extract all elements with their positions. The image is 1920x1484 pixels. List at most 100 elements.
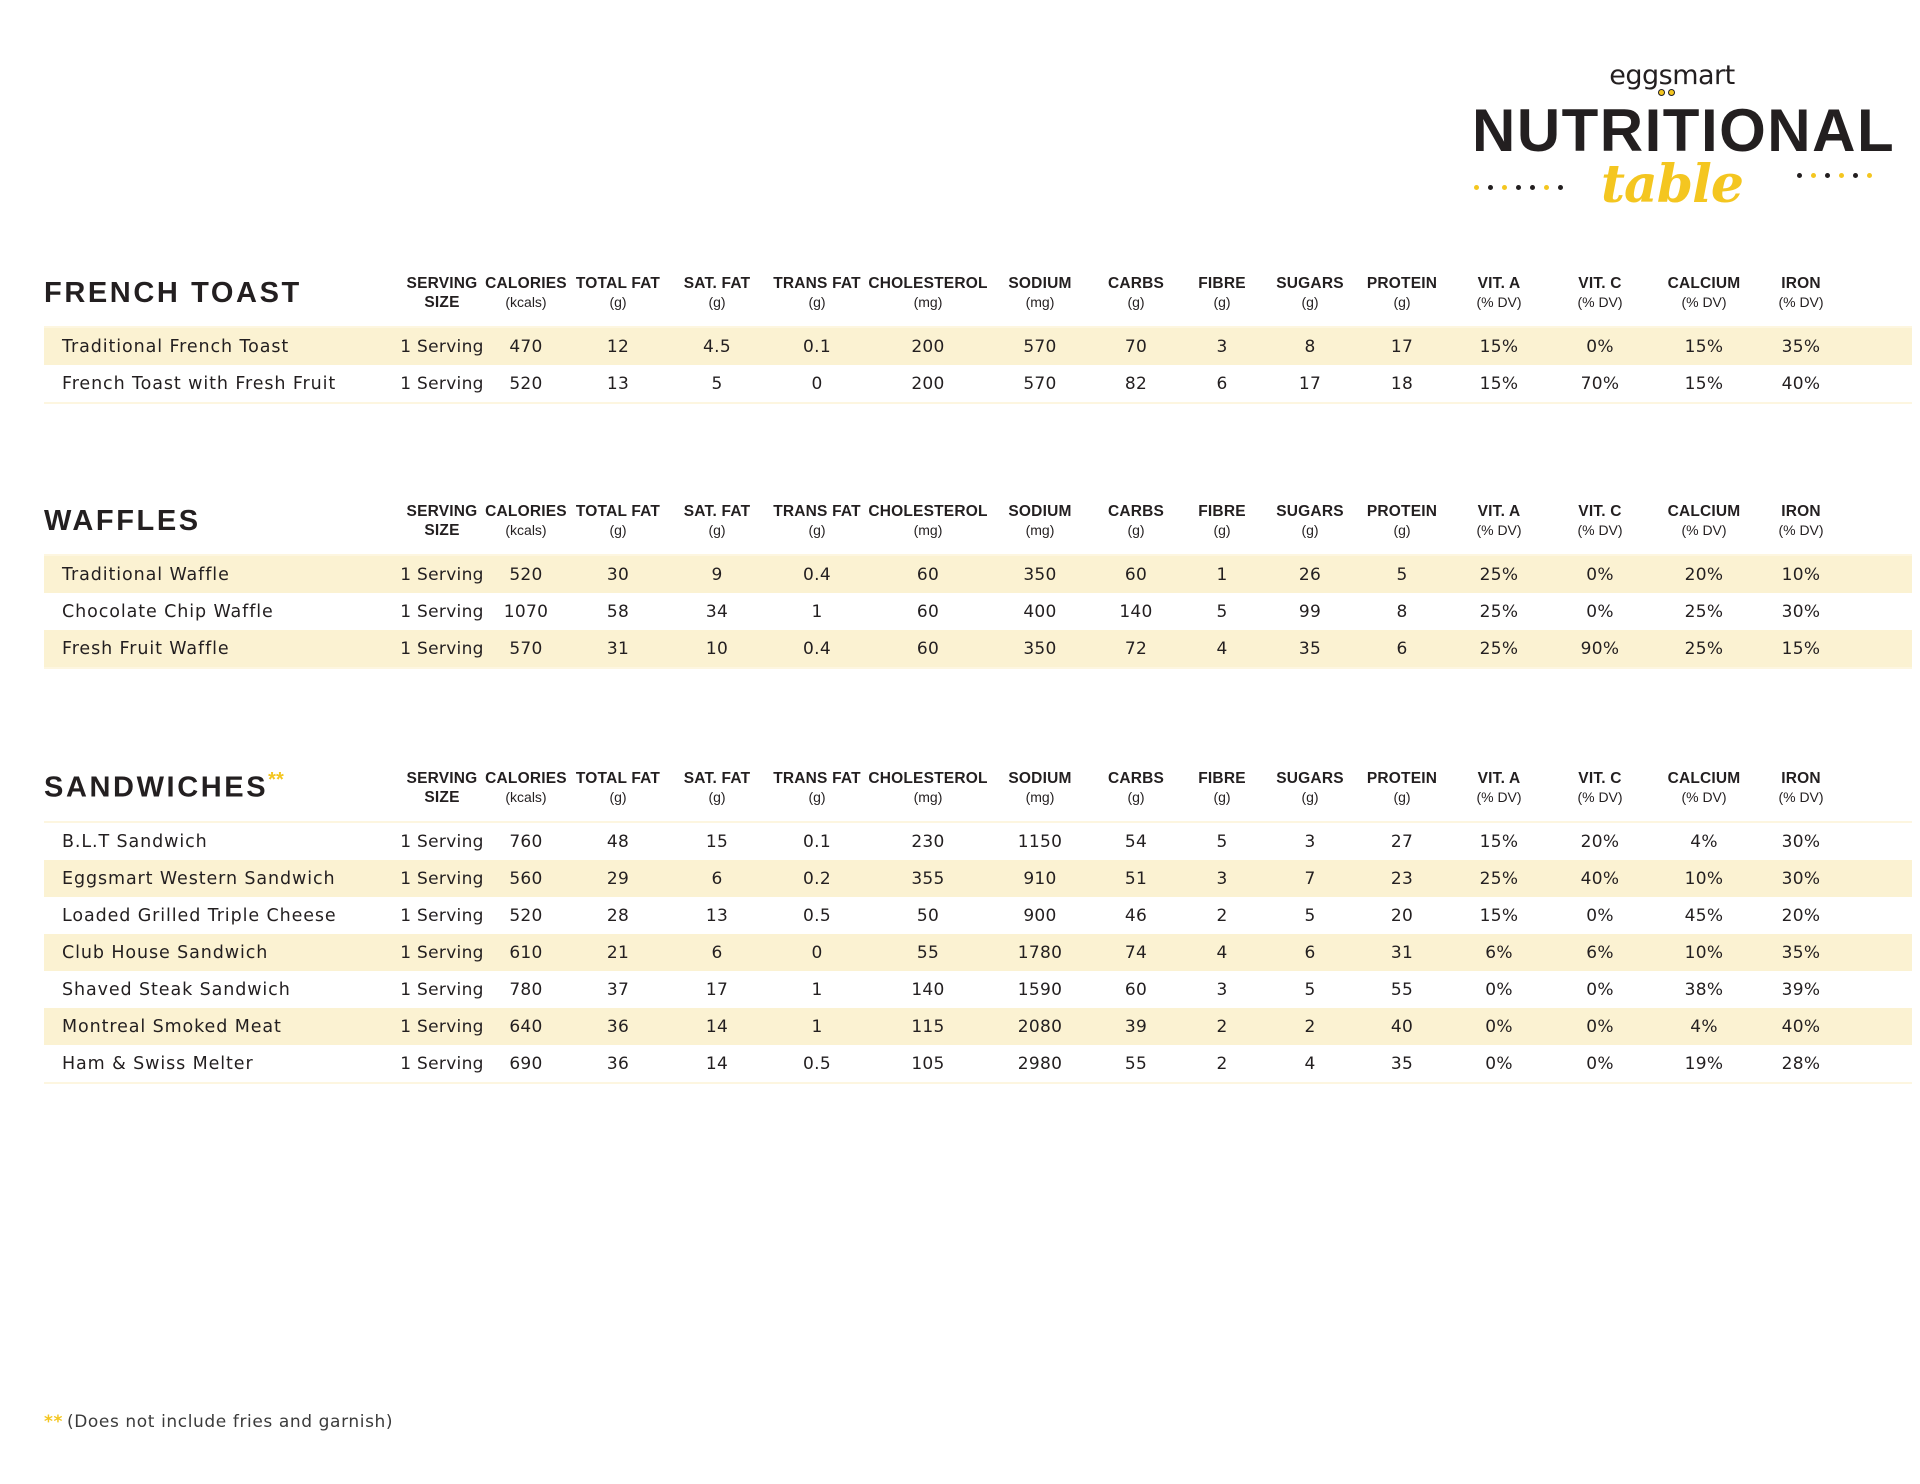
col-vit-c: VIT. C (% DV) <box>1577 275 1623 310</box>
col-serving-size: SERVING SIZE <box>406 770 478 806</box>
col-vit-a: VIT. A (% DV) <box>1476 770 1522 805</box>
cell-trans-fat: 0.1 <box>803 336 831 357</box>
cell-fibre: 3 <box>1216 868 1228 889</box>
cell-protein: 40 <box>1390 1016 1414 1037</box>
table-row: French Toast with Fresh Fruit 1 Serving 52… <box>44 365 1912 402</box>
cell-iron: 40% <box>1781 1016 1821 1037</box>
cell-cholesterol: 200 <box>911 373 945 394</box>
cell-carbs: 70 <box>1124 336 1148 357</box>
cell-carbs: 39 <box>1124 1016 1148 1037</box>
item-name: Shaved Steak Sandwich <box>62 979 291 1000</box>
cell-sugars: 99 <box>1298 601 1322 622</box>
col-sodium: SODIUM (mg) <box>1008 770 1072 805</box>
cell-serving: 1 Serving <box>400 564 484 585</box>
cell-sat-fat: 6 <box>711 942 723 963</box>
cell-protein: 18 <box>1390 373 1414 394</box>
col-vit-a: VIT. A (% DV) <box>1476 503 1522 538</box>
cell-vit-a: 15% <box>1479 336 1519 357</box>
section-header: FRENCH TOAST SERVING SIZE CALORIES (kcals)… <box>44 250 1912 312</box>
footnote-marker-icon: ** <box>268 769 284 792</box>
column-headers: SERVING SIZE CALORIES (kcals) TOTAL FAT (g)… <box>400 770 1912 807</box>
col-total-fat: TOTAL FAT (g) <box>575 770 661 805</box>
col-calories: CALORIES (kcals) <box>485 503 567 538</box>
cell-vit-c: 40% <box>1580 868 1620 889</box>
cell-sat-fat: 5 <box>711 373 723 394</box>
cell-serving: 1 Serving <box>400 638 484 659</box>
cell-total-fat: 37 <box>606 979 630 1000</box>
cell-vit-c: 0% <box>1586 905 1614 926</box>
cell-protein: 23 <box>1390 868 1414 889</box>
cell-sugars: 5 <box>1304 905 1316 926</box>
col-sodium: SODIUM (mg) <box>1008 503 1072 538</box>
cell-iron: 30% <box>1781 601 1821 622</box>
cell-calcium: 38% <box>1684 979 1724 1000</box>
cell-total-fat: 21 <box>606 942 630 963</box>
cell-sat-fat: 14 <box>705 1016 729 1037</box>
table-row: Loaded Grilled Triple Cheese 1 Serving 520… <box>44 897 1912 934</box>
section-waffles: WAFFLES SERVING SIZE CALORIES (kcals) TOTA… <box>44 478 1912 669</box>
cell-trans-fat: 0.2 <box>803 868 831 889</box>
cell-calcium: 25% <box>1684 638 1724 659</box>
cell-iron: 35% <box>1781 336 1821 357</box>
column-headers: SERVING SIZE CALORIES (kcals) TOTAL FAT (g)… <box>400 503 1912 540</box>
cell-iron: 39% <box>1781 979 1821 1000</box>
cell-carbs: 140 <box>1119 601 1153 622</box>
cell-sat-fat: 9 <box>711 564 723 585</box>
col-cholesterol: CHOLESTEROL (mg) <box>868 503 988 538</box>
cell-cholesterol: 200 <box>911 336 945 357</box>
cell-vit-c: 0% <box>1586 979 1614 1000</box>
cell-sugars: 6 <box>1304 942 1316 963</box>
cell-vit-a: 15% <box>1479 831 1519 852</box>
cell-serving: 1 Serving <box>400 942 484 963</box>
cell-cholesterol: 55 <box>916 942 940 963</box>
col-protein: PROTEIN (g) <box>1366 275 1438 310</box>
col-vit-c: VIT. C (% DV) <box>1577 770 1623 805</box>
col-cholesterol: CHOLESTEROL (mg) <box>868 275 988 310</box>
cell-vit-a: 0% <box>1485 979 1513 1000</box>
cell-calories: 520 <box>509 373 543 394</box>
cell-sugars: 3 <box>1304 831 1316 852</box>
cell-sugars: 4 <box>1304 1053 1316 1074</box>
col-trans-fat: TRANS FAT (g) <box>773 503 861 538</box>
cell-serving: 1 Serving <box>400 868 484 889</box>
cell-serving: 1 Serving <box>400 979 484 1000</box>
eggsmart-wordmark: eggsmart <box>1609 60 1735 91</box>
col-fibre: FIBRE (g) <box>1198 770 1246 805</box>
cell-serving: 1 Serving <box>400 601 484 622</box>
col-carbs: CARBS (g) <box>1107 770 1165 805</box>
cell-fibre: 2 <box>1216 1016 1228 1037</box>
cell-sodium: 350 <box>1023 564 1057 585</box>
item-name: Club House Sandwich <box>62 942 269 963</box>
col-trans-fat: TRANS FAT (g) <box>773 275 861 310</box>
cell-calories: 470 <box>509 336 543 357</box>
col-sugars: SUGARS (g) <box>1276 503 1344 538</box>
cell-protein: 5 <box>1396 564 1408 585</box>
cell-calcium: 45% <box>1684 905 1724 926</box>
cell-vit-c: 6% <box>1586 942 1614 963</box>
table-row: B.L.T Sandwich 1 Serving 760 48 15 0.1 230 1150… <box>44 823 1912 860</box>
col-fibre: FIBRE (g) <box>1198 503 1246 538</box>
cell-carbs: 46 <box>1124 905 1148 926</box>
cell-vit-c: 90% <box>1580 638 1620 659</box>
cell-carbs: 60 <box>1124 979 1148 1000</box>
dot-decoration-left-icon <box>1474 184 1563 190</box>
cell-iron: 10% <box>1781 564 1821 585</box>
cell-carbs: 74 <box>1124 942 1148 963</box>
cell-iron: 15% <box>1781 638 1821 659</box>
col-fibre: FIBRE (g) <box>1198 275 1246 310</box>
item-name: Montreal Smoked Meat <box>62 1016 282 1037</box>
col-sat-fat: SAT. FAT (g) <box>683 275 751 310</box>
cell-calories: 610 <box>509 942 543 963</box>
section-title-waffles: WAFFLES <box>44 505 201 537</box>
cell-fibre: 3 <box>1216 336 1228 357</box>
column-headers: SERVING SIZE CALORIES (kcals) TOTAL FAT (g)… <box>400 275 1912 312</box>
item-name: B.L.T Sandwich <box>62 831 208 852</box>
page-subtitle-wrap: table <box>1472 157 1872 219</box>
cell-vit-a: 25% <box>1479 601 1519 622</box>
cell-calories: 640 <box>509 1016 543 1037</box>
cell-fibre: 2 <box>1216 905 1228 926</box>
cell-fibre: 4 <box>1216 638 1228 659</box>
cell-calories: 520 <box>509 905 543 926</box>
cell-calcium: 10% <box>1684 868 1724 889</box>
cell-sat-fat: 6 <box>711 868 723 889</box>
